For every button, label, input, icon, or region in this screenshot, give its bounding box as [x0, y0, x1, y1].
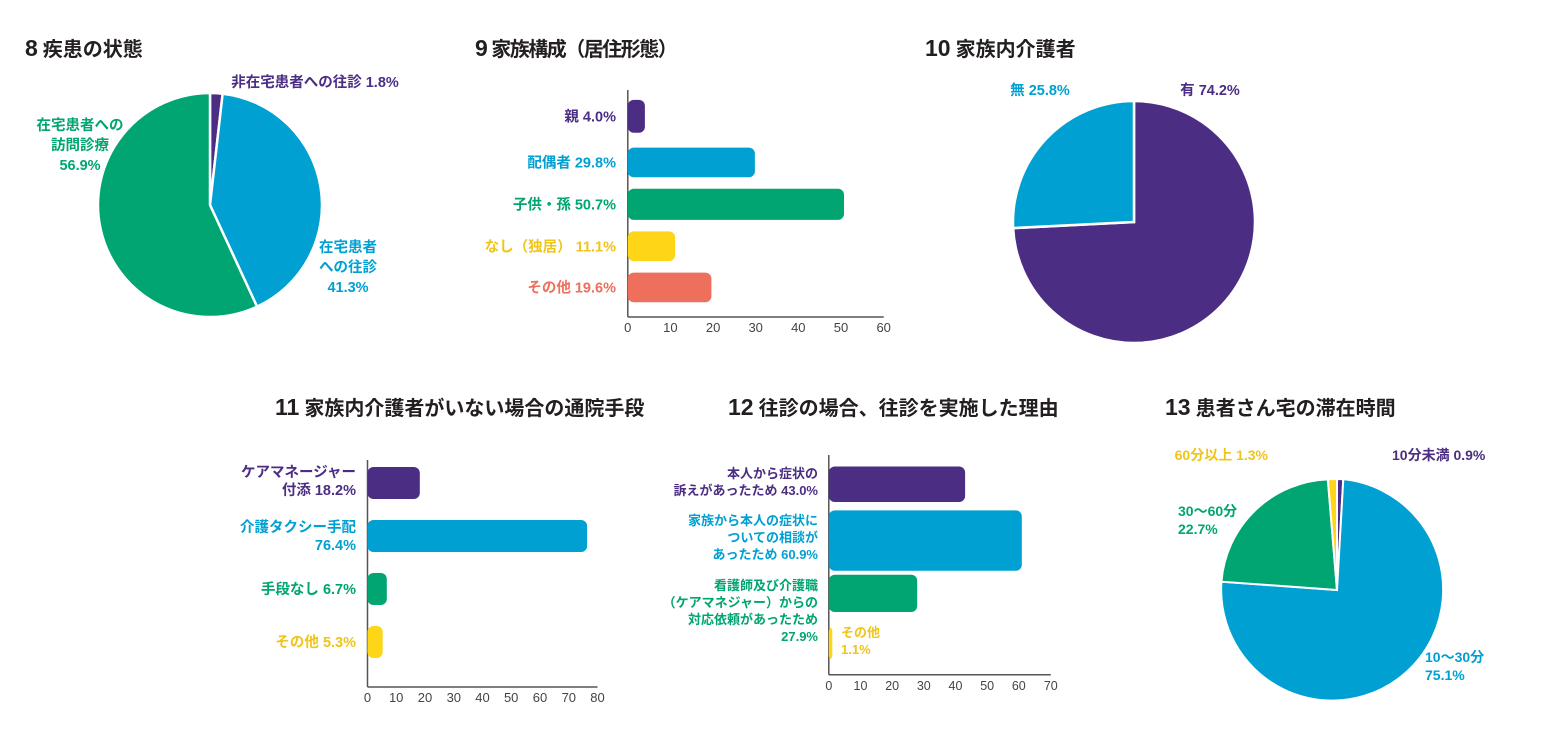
svg-text:20: 20 — [706, 320, 720, 335]
svg-text:親 4.0%: 親 4.0% — [564, 109, 616, 126]
svg-text:27.9%: 27.9% — [781, 629, 818, 644]
svg-text:配偶者 29.8%: 配偶者 29.8% — [527, 155, 616, 172]
svg-text:その他: その他 — [841, 625, 880, 640]
svg-text:対応依頼があったため: 対応依頼があったため — [688, 612, 818, 627]
svg-text:60分以上 1.3%: 60分以上 1.3% — [1175, 447, 1269, 463]
svg-text:60: 60 — [1012, 679, 1026, 693]
svg-text:22.7%: 22.7% — [1178, 521, 1218, 537]
svg-text:20: 20 — [885, 679, 899, 693]
svg-text:60: 60 — [876, 320, 890, 335]
svg-text:75.1%: 75.1% — [1425, 667, 1465, 683]
svg-text:看護師及び介護職: 看護師及び介護職 — [714, 578, 818, 593]
svg-text:20: 20 — [418, 690, 432, 705]
svg-text:介護タクシー手配: 介護タクシー手配 — [240, 518, 356, 536]
svg-text:70: 70 — [1044, 679, 1058, 693]
svg-text:50: 50 — [980, 679, 994, 693]
svg-text:0: 0 — [364, 690, 371, 705]
svg-text:有 74.2%: 有 74.2% — [1180, 82, 1240, 99]
svg-text:70: 70 — [562, 690, 576, 705]
svg-text:付添 18.2%: 付添 18.2% — [282, 482, 356, 499]
svg-text:40: 40 — [475, 690, 489, 705]
svg-text:60: 60 — [533, 690, 547, 705]
svg-text:76.4%: 76.4% — [315, 538, 356, 554]
svg-text:手段なし 6.7%: 手段なし 6.7% — [261, 580, 356, 598]
svg-text:在宅患者への: 在宅患者への — [37, 116, 124, 134]
svg-text:50: 50 — [834, 320, 848, 335]
svg-text:50: 50 — [504, 690, 518, 705]
svg-text:10: 10 — [389, 690, 403, 705]
svg-text:56.9%: 56.9% — [59, 158, 100, 174]
svg-text:0: 0 — [825, 679, 832, 693]
svg-text:あったため 60.9%: あったため 60.9% — [713, 547, 819, 562]
svg-text:10分未満 0.9%: 10分未満 0.9% — [1392, 447, 1486, 463]
svg-text:10～30分: 10～30分 — [1425, 649, 1484, 665]
svg-text:0: 0 — [624, 320, 631, 335]
svg-text:なし（独居） 11.1%: なし（独居） 11.1% — [485, 238, 616, 255]
svg-text:在宅患者: 在宅患者 — [319, 238, 377, 256]
svg-text:ケアマネージャー: ケアマネージャー — [241, 464, 356, 481]
svg-text:子供・孫 50.7%: 子供・孫 50.7% — [513, 196, 616, 213]
svg-text:訪問診療: 訪問診療 — [51, 137, 109, 154]
svg-text:30～60分: 30～60分 — [1178, 503, 1237, 519]
svg-text:80: 80 — [590, 690, 604, 705]
svg-text:（ケアマネジャー）からの: （ケアマネジャー）からの — [663, 595, 818, 610]
svg-text:30: 30 — [447, 690, 461, 705]
svg-text:40: 40 — [791, 320, 805, 335]
svg-text:その他 19.6%: その他 19.6% — [527, 280, 616, 297]
svg-text:本人から症状の: 本人から症状の — [727, 466, 818, 481]
svg-text:無 25.8%: 無 25.8% — [1010, 82, 1070, 99]
svg-text:10: 10 — [854, 679, 868, 693]
svg-text:非在宅患者への往診 1.8%: 非在宅患者への往診 1.8% — [231, 73, 399, 91]
svg-text:への往診: への往診 — [319, 259, 377, 276]
svg-text:10: 10 — [663, 320, 677, 335]
svg-text:40: 40 — [949, 679, 963, 693]
svg-text:30: 30 — [917, 679, 931, 693]
svg-text:訴えがあったため 43.0%: 訴えがあったため 43.0% — [674, 483, 819, 498]
svg-text:家族から本人の症状に: 家族から本人の症状に — [688, 513, 818, 528]
svg-text:ついての相談が: ついての相談が — [727, 530, 818, 545]
svg-text:41.3%: 41.3% — [327, 280, 368, 296]
svg-text:30: 30 — [748, 320, 762, 335]
svg-text:1.1%: 1.1% — [841, 642, 871, 657]
svg-text:その他 5.3%: その他 5.3% — [275, 634, 356, 651]
